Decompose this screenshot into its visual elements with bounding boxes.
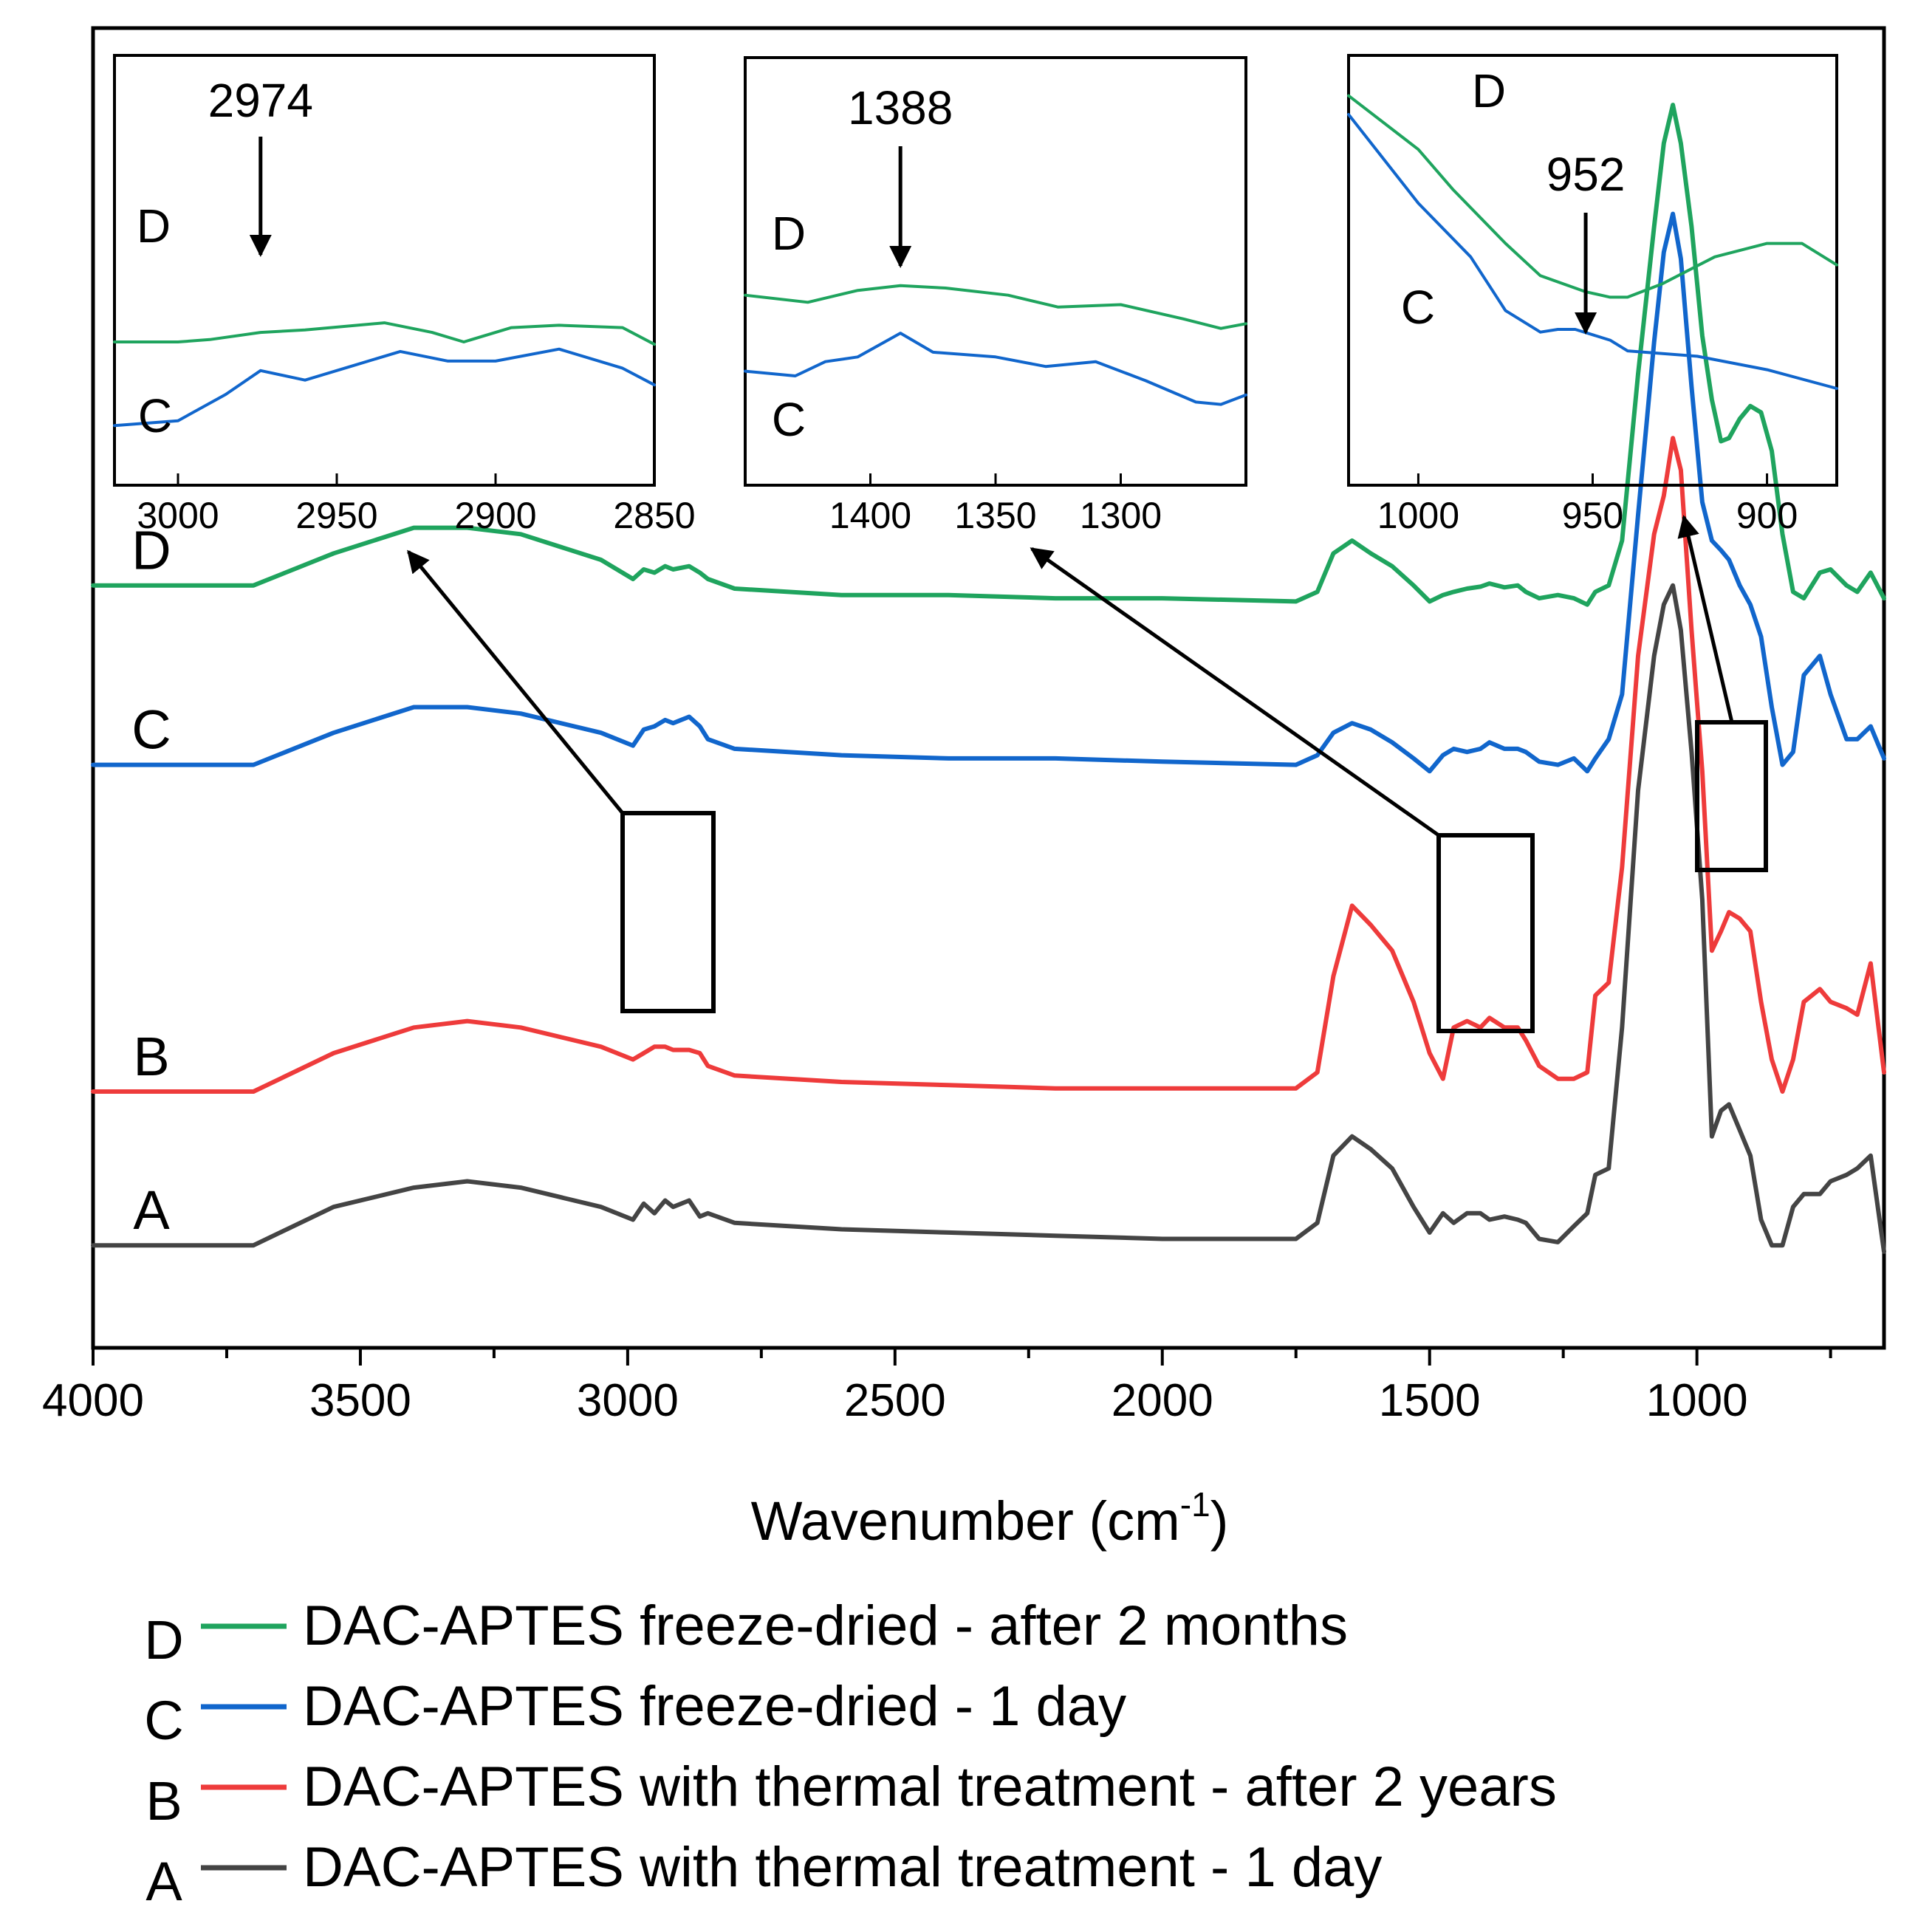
inset-2: 1400 1350 1300 D C 1388 — [744, 81, 1247, 536]
inset-1-peak-label: 2974 — [208, 74, 313, 127]
inset-1-letter-D: D — [137, 199, 171, 253]
zoom-box-2974 — [620, 811, 716, 1013]
inset-1-series-C — [113, 347, 656, 428]
inset-3-series-C — [1347, 113, 1838, 390]
x-tick-label-1000: 1000 — [1646, 1375, 1748, 1426]
inset-2-tick-label-1300: 1300 — [1080, 495, 1162, 536]
inset-3-tick-label-1000: 1000 — [1377, 495, 1459, 536]
inset-2-series-D — [744, 284, 1247, 330]
inset-2-series-C — [744, 332, 1247, 406]
inset-2-peak-label: 1388 — [848, 81, 953, 134]
inset-3-letter-C: C — [1401, 281, 1435, 334]
inset-3: 1000 950 900 D C 952 — [1347, 64, 1838, 536]
main-plot-frame — [91, 26, 1886, 1350]
x-axis-label-main: Wavenumber (cm — [751, 1490, 1180, 1552]
curve-letter-D: D — [131, 520, 171, 581]
legend-letter-D: D — [144, 1609, 183, 1671]
connector-arrow-inset-2 — [1030, 547, 1440, 837]
curve-letter-A: A — [133, 1179, 170, 1241]
inset-3-letter-D: D — [1472, 64, 1506, 117]
inset-1-tick-label-2950: 2950 — [295, 495, 377, 536]
inset-2-tick-label-1350: 1350 — [954, 495, 1036, 536]
inset-1: 3000 2950 2900 2850 D C 2974 — [113, 74, 696, 536]
main-x-axis: 4000 3500 3000 2500 2000 1500 1000 — [42, 1348, 1832, 1426]
legend: D DAC-APTES freeze-dried - after 2 months… — [144, 1594, 1557, 1912]
inset-3-tick-label-900: 900 — [1736, 495, 1798, 536]
legend-label-B: DAC-APTES with thermal treatment - after… — [303, 1755, 1557, 1818]
connector-arrow-inset-3 — [1677, 515, 1734, 723]
inset-3-peak-label: 952 — [1547, 148, 1626, 201]
x-tick-label-3500: 3500 — [309, 1375, 411, 1426]
inset-2-letter-D: D — [772, 207, 806, 260]
inset-1-tick-label-2850: 2850 — [613, 495, 695, 536]
legend-label-A: DAC-APTES with thermal treatment - 1 day — [303, 1836, 1382, 1899]
legend-item-C: C DAC-APTES freeze-dried - 1 day — [144, 1675, 1126, 1751]
series-line-B — [91, 436, 1886, 1094]
curve-letter-C: C — [131, 699, 171, 761]
connector-arrow-inset-1 — [407, 549, 624, 815]
legend-item-D: D DAC-APTES freeze-dried - after 2 months — [144, 1594, 1348, 1671]
inset-1-tick-label-3000: 3000 — [137, 495, 219, 536]
x-axis-label-superscript: -1 — [1180, 1485, 1210, 1524]
inset-1-series-D — [113, 321, 656, 346]
legend-item-A: A DAC-APTES with thermal treatment - 1 da… — [145, 1836, 1382, 1912]
x-tick-label-2000: 2000 — [1112, 1375, 1213, 1426]
inset-1-tick-label-2900: 2900 — [454, 495, 536, 536]
x-tick-label-2500: 2500 — [844, 1375, 946, 1426]
x-tick-label-3000: 3000 — [577, 1375, 679, 1426]
inset-frame-2 — [744, 56, 1247, 487]
inset-2-tick-label-1400: 1400 — [829, 495, 911, 536]
legend-label-C: DAC-APTES freeze-dried - 1 day — [303, 1675, 1126, 1738]
legend-letter-B: B — [145, 1770, 182, 1832]
zoom-box-1388 — [1436, 833, 1535, 1033]
legend-letter-A: A — [145, 1851, 182, 1912]
inset-2-letter-C: C — [772, 393, 806, 446]
inset-frame-1 — [113, 54, 656, 487]
legend-letter-C: C — [144, 1690, 183, 1751]
inset-3-tick-label-950: 950 — [1562, 495, 1623, 536]
legend-item-B: B DAC-APTES with thermal treatment - afte… — [145, 1755, 1557, 1832]
series-line-A — [91, 583, 1886, 1254]
x-axis-label: Wavenumber (cm-1) — [751, 1485, 1229, 1552]
series-line-D — [91, 103, 1886, 607]
legend-label-D: DAC-APTES freeze-dried - after 2 months — [303, 1594, 1348, 1657]
x-tick-label-1500: 1500 — [1379, 1375, 1481, 1426]
inset-1-letter-C: C — [138, 389, 172, 442]
x-axis-label-close: ) — [1210, 1490, 1229, 1552]
inset-3-series-D — [1347, 94, 1838, 299]
main-series-group — [91, 103, 1886, 1254]
curve-letter-B: B — [133, 1026, 169, 1087]
main-curve-letters: D C B A — [131, 520, 171, 1241]
insets-group: 3000 2950 2900 2850 D C 2974 1400 1350 1300 D C 1388… — [113, 64, 1838, 536]
series-line-C — [91, 211, 1886, 774]
x-tick-label-4000: 4000 — [42, 1375, 144, 1426]
